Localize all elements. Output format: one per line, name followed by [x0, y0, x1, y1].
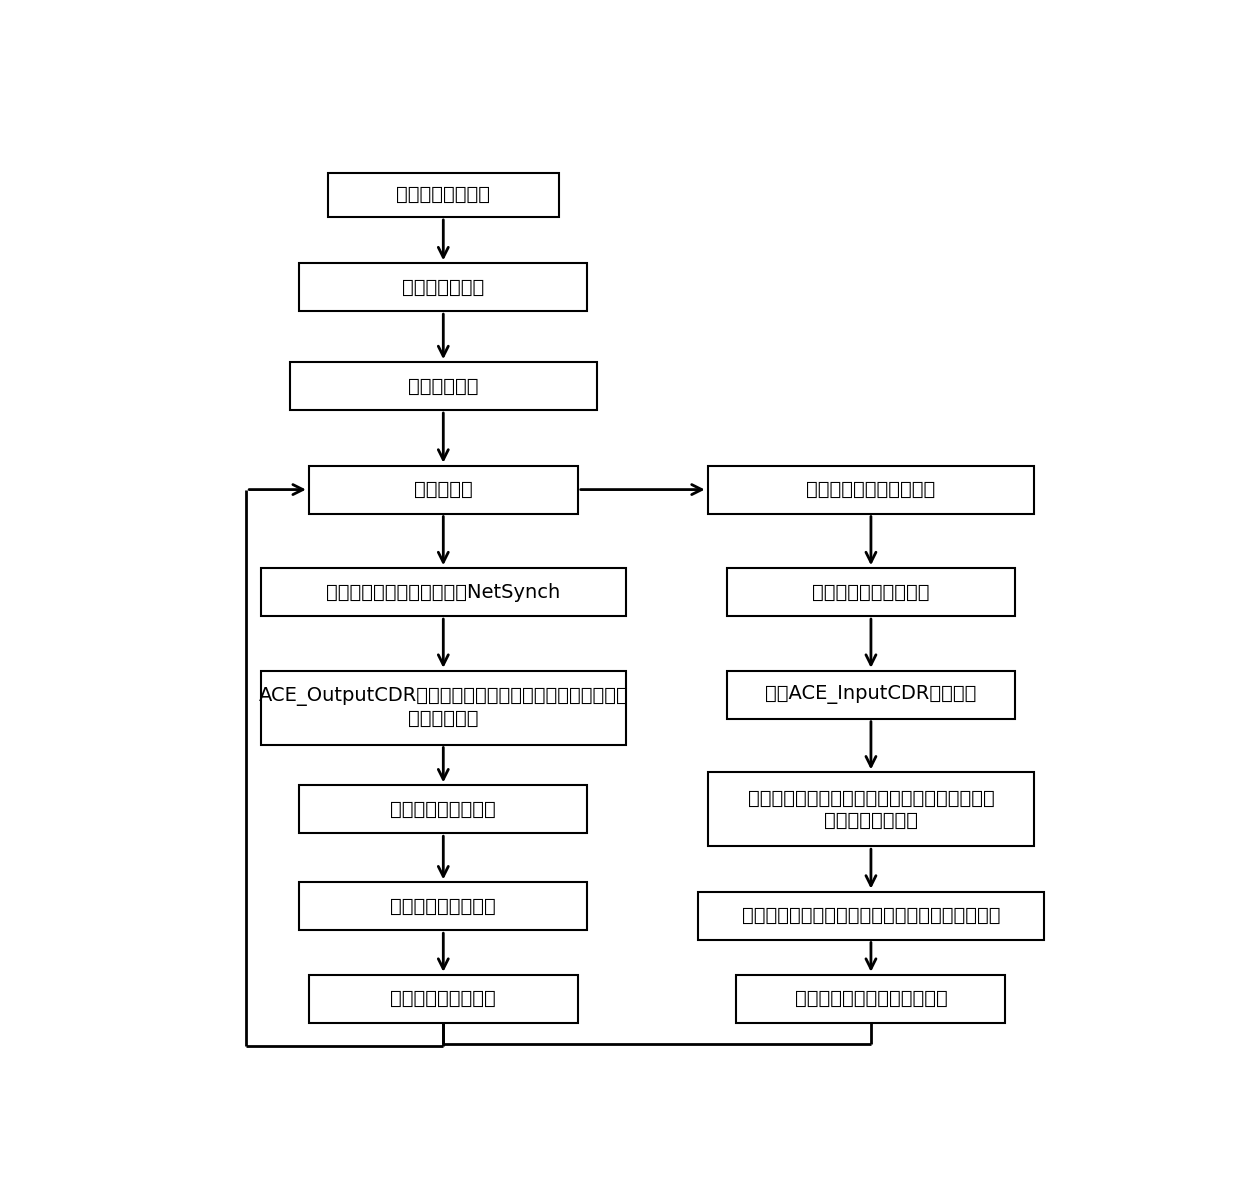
Bar	[299, 785, 588, 833]
Text: ACE_OutputCDR将所需更新的内存库表记录结构序列化并
组成组播报文: ACE_OutputCDR将所需更新的内存库表记录结构序列化并 组成组播报文	[258, 688, 629, 728]
Text: 完成同步器发送报文: 完成同步器发送报文	[391, 989, 496, 1008]
Text: 完成更新本地共享内存表记录: 完成更新本地共享内存表记录	[795, 989, 947, 1008]
Bar	[309, 974, 578, 1022]
Bar	[260, 671, 626, 744]
Text: 组播服务发送该报文: 组播服务发送该报文	[391, 896, 496, 916]
Bar	[309, 466, 578, 514]
Text: 获取需要更新的共享内存表序号和需要更新共享
内存表记录项内容: 获取需要更新的共享内存表序号和需要更新共享 内存表记录项内容	[748, 788, 994, 829]
Text: 创建同步器线程: 创建同步器线程	[402, 277, 485, 296]
Text: 共享内存进程运行: 共享内存进程运行	[397, 185, 490, 204]
Text: 通过共享内存本地更新服务更新本地共享内存数据: 通过共享内存本地更新服务更新本地共享内存数据	[742, 906, 1001, 925]
Bar	[299, 882, 588, 930]
Text: 向同步器写组播报文: 向同步器写组播报文	[391, 799, 496, 818]
Text: 注册组播服务: 注册组播服务	[408, 377, 479, 396]
Bar	[708, 466, 1034, 514]
Bar	[737, 974, 1006, 1022]
Bar	[708, 773, 1034, 846]
Text: 获取更新网络共享内存命令NetSynch: 获取更新网络共享内存命令NetSynch	[326, 583, 560, 601]
Bar	[698, 892, 1044, 940]
Bar	[299, 263, 588, 311]
Bar	[727, 568, 1016, 616]
Text: 同步器运行: 同步器运行	[414, 480, 472, 499]
Text: 通过ACE_InputCDR解析报文: 通过ACE_InputCDR解析报文	[765, 685, 977, 704]
Bar	[727, 671, 1016, 719]
Text: 组播服务接收到组播报文: 组播服务接收到组播报文	[806, 480, 935, 499]
Bar	[260, 568, 626, 616]
Text: 同步器接收到组播报文: 同步器接收到组播报文	[812, 583, 930, 601]
Bar	[289, 362, 596, 410]
Bar	[327, 173, 558, 217]
